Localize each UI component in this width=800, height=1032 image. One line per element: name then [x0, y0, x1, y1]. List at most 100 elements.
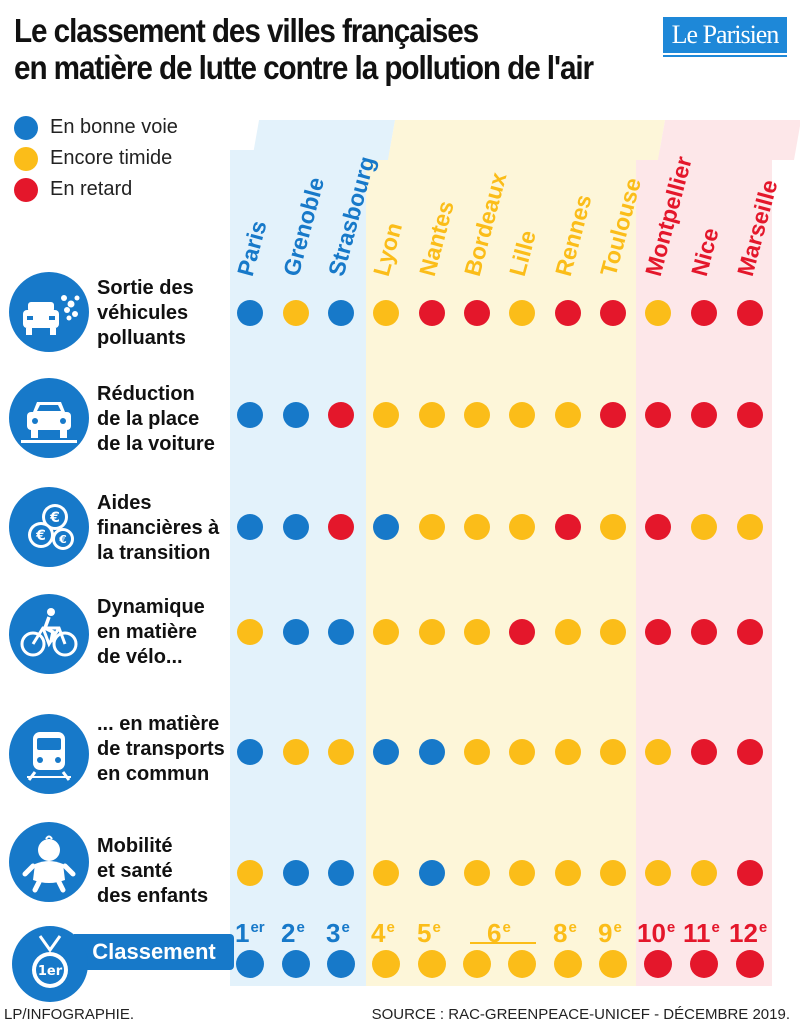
- status-dot: [464, 402, 490, 428]
- status-dot: [737, 300, 763, 326]
- source: SOURCE : RAC-GREENPEACE-UNICEF - DÉCEMBR…: [371, 1006, 790, 1023]
- legend-label: En bonne voie: [50, 116, 178, 138]
- status-dot: [645, 619, 671, 645]
- status-dot: [237, 402, 263, 428]
- status-dot: [419, 619, 445, 645]
- criterion-label: ... en matière de transports en commun: [97, 713, 225, 785]
- rank-label: 8e: [553, 918, 577, 948]
- car-front-icon: [9, 378, 89, 458]
- status-dot: [237, 739, 263, 765]
- status-dot: [373, 619, 399, 645]
- rank-dot: [736, 950, 764, 978]
- status-dot: [691, 860, 717, 886]
- status-dot: [509, 402, 535, 428]
- criterion-label: Sortie des véhicules polluants: [97, 277, 194, 349]
- status-dot: [600, 739, 626, 765]
- rank-dot: [554, 950, 582, 978]
- status-dot: [555, 860, 581, 886]
- legend-item-late: En retard: [14, 174, 178, 205]
- legend-label: Encore timide: [50, 147, 173, 169]
- status-dot: [555, 739, 581, 765]
- criterion-label: Réduction de la place de la voiture: [97, 383, 215, 455]
- rank-label: 12e: [729, 918, 768, 948]
- rank-dot: [327, 950, 355, 978]
- page-title: Le classement des villes françaises en m…: [14, 12, 662, 86]
- title-line-1: Le classement des villes françaises: [14, 12, 479, 49]
- status-dot: [555, 619, 581, 645]
- le-parisien-logo: Le Parisien: [663, 17, 787, 57]
- band-head-timid: [388, 120, 666, 160]
- rank-label: 9e: [598, 918, 622, 948]
- status-dot: [737, 739, 763, 765]
- status-dot: [645, 739, 671, 765]
- rank-label: 10e: [637, 918, 676, 948]
- status-dot: [555, 300, 581, 326]
- status-dot: [283, 739, 309, 765]
- status-dot: [419, 860, 445, 886]
- status-dot: [555, 514, 581, 540]
- status-dot: [600, 619, 626, 645]
- band-head-late: [658, 120, 800, 160]
- status-dot: [283, 300, 309, 326]
- status-dot: [419, 300, 445, 326]
- legend-dot-blue: [14, 115, 38, 140]
- bicycle-icon: [9, 594, 89, 674]
- status-dot: [509, 739, 535, 765]
- status-dot: [328, 402, 354, 428]
- status-dot: [464, 739, 490, 765]
- band-timid: [366, 150, 636, 986]
- rank-label: 5e: [417, 918, 441, 948]
- status-dot: [509, 860, 535, 886]
- rank-label: 11e: [683, 918, 720, 948]
- legend-item-timid: Encore timide: [14, 143, 178, 174]
- baby-icon: [9, 822, 89, 902]
- status-dot: [237, 514, 263, 540]
- status-dot: [509, 514, 535, 540]
- rank-label: 4e: [371, 918, 395, 948]
- svg-text:€: €: [49, 510, 60, 526]
- shared-rank-bracket: [470, 942, 536, 944]
- status-dot: [509, 619, 535, 645]
- status-dot: [283, 402, 309, 428]
- status-dot: [373, 860, 399, 886]
- status-dot: [645, 860, 671, 886]
- rank-label: 2e: [281, 918, 305, 948]
- rank-label: 6e: [487, 918, 511, 948]
- status-dot: [419, 514, 445, 540]
- status-dot: [283, 619, 309, 645]
- status-dot: [373, 300, 399, 326]
- ranking-label: Classement: [74, 934, 234, 970]
- status-dot: [328, 619, 354, 645]
- polluting-car-icon: [9, 272, 89, 352]
- medal-icon: 1er: [12, 926, 88, 1002]
- status-dot: [373, 739, 399, 765]
- criterion-label: Mobilité et santé des enfants: [97, 835, 209, 907]
- train-icon: [9, 714, 89, 794]
- rank-dot: [236, 950, 264, 978]
- rank-dot: [418, 950, 446, 978]
- criterion-label: Aides financières à la transition: [97, 492, 220, 564]
- status-dot: [645, 514, 671, 540]
- legend: En bonne voie Encore timide En retard: [14, 112, 178, 205]
- medal-text: 1er: [38, 964, 63, 979]
- status-dot: [600, 300, 626, 326]
- title-line-2: en matière de lutte contre la pollution …: [14, 49, 594, 86]
- status-dot: [419, 739, 445, 765]
- status-dot: [328, 860, 354, 886]
- rank-label: 3e: [326, 918, 350, 948]
- status-dot: [737, 860, 763, 886]
- rank-dot: [644, 950, 672, 978]
- status-dot: [600, 860, 626, 886]
- status-dot: [237, 300, 263, 326]
- status-dot: [645, 402, 671, 428]
- status-dot: [645, 300, 671, 326]
- status-dot: [419, 402, 445, 428]
- status-dot: [737, 514, 763, 540]
- status-dot: [509, 300, 535, 326]
- status-dot: [691, 300, 717, 326]
- legend-label: En retard: [50, 178, 133, 200]
- status-dot: [691, 619, 717, 645]
- status-dot: [464, 860, 490, 886]
- band-head-on-track: [252, 120, 396, 160]
- status-dot: [328, 300, 354, 326]
